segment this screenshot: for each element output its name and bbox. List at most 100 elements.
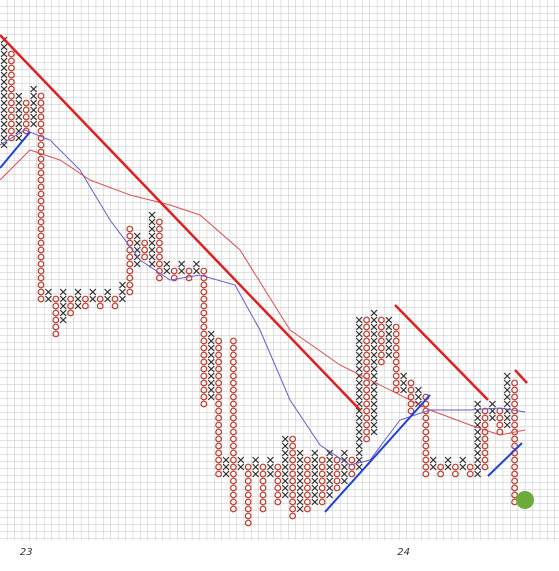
o-box <box>7 50 15 58</box>
x-box <box>15 99 23 107</box>
o-box <box>422 463 430 471</box>
x-box <box>489 400 496 408</box>
o-box <box>229 337 237 345</box>
o-box <box>481 449 489 457</box>
o-box <box>274 498 282 506</box>
o-box <box>37 92 45 100</box>
o-box <box>37 141 45 149</box>
o-box <box>274 491 282 499</box>
x-box <box>444 463 452 471</box>
x-box <box>0 113 8 121</box>
resistance-line <box>514 369 528 384</box>
o-box <box>244 477 252 485</box>
o-box <box>52 330 60 338</box>
o-box <box>289 491 297 499</box>
o-box <box>289 442 297 450</box>
x-box <box>474 435 481 443</box>
pnf-column <box>89 288 97 303</box>
x-box <box>355 351 363 359</box>
o-box <box>37 162 45 170</box>
x-box <box>296 477 304 485</box>
x-box <box>59 288 67 296</box>
x-box <box>207 344 215 352</box>
o-box <box>22 113 30 121</box>
pnf-column <box>459 456 467 471</box>
o-box <box>126 288 134 296</box>
o-box <box>378 358 385 366</box>
o-box <box>289 456 297 464</box>
x-box <box>237 463 245 471</box>
o-box <box>155 274 163 282</box>
x-box <box>207 351 215 359</box>
o-box <box>229 414 237 422</box>
o-box <box>333 477 341 485</box>
o-box <box>200 344 208 352</box>
x-box <box>355 365 363 373</box>
o-box <box>52 295 60 303</box>
o-box <box>229 484 237 492</box>
o-box <box>437 470 445 478</box>
o-box <box>37 267 45 275</box>
x-box <box>74 302 82 310</box>
o-box <box>511 477 518 485</box>
o-box <box>407 386 415 394</box>
x-box <box>74 288 82 296</box>
x-box <box>385 337 393 345</box>
x-box <box>148 225 156 233</box>
x-box <box>355 428 363 436</box>
o-box <box>37 204 45 212</box>
o-box <box>452 463 459 471</box>
o-box <box>7 92 15 100</box>
x-box <box>370 421 378 429</box>
x-box <box>296 449 304 457</box>
x-box <box>355 407 363 415</box>
x-box <box>355 463 363 471</box>
x-box <box>281 484 289 492</box>
x-box <box>148 253 156 261</box>
o-box <box>348 456 356 464</box>
o-box <box>363 316 371 324</box>
o-box <box>229 379 237 387</box>
o-box <box>229 505 237 513</box>
pnf-column <box>7 50 15 142</box>
o-box <box>318 463 326 471</box>
o-box <box>200 316 208 324</box>
x-box <box>503 400 511 408</box>
o-box <box>37 197 45 205</box>
x-box <box>311 449 319 457</box>
o-box <box>481 421 489 429</box>
o-box <box>333 470 341 478</box>
x-box <box>296 498 304 506</box>
x-box <box>311 470 319 478</box>
o-box <box>378 337 385 345</box>
o-box <box>185 267 193 275</box>
pnf-column <box>378 316 385 366</box>
x-box <box>370 365 378 373</box>
x-box <box>355 316 363 324</box>
x-box <box>267 456 274 464</box>
pnf-column <box>67 295 74 317</box>
x-box <box>0 99 8 107</box>
o-box <box>81 295 89 303</box>
x-box <box>207 393 215 401</box>
o-box <box>37 246 45 254</box>
o-box <box>37 253 45 261</box>
x-box <box>474 456 481 464</box>
resistance-line <box>394 304 489 401</box>
pnf-column <box>296 449 304 513</box>
pnf-column <box>30 85 37 128</box>
x-box <box>296 484 304 492</box>
x-box <box>311 463 319 471</box>
x-box <box>193 260 200 268</box>
pnf-column <box>22 99 30 135</box>
x-box <box>74 295 82 303</box>
x-box <box>148 218 156 226</box>
x-box <box>0 43 8 51</box>
o-box <box>363 379 371 387</box>
x-box <box>489 414 496 422</box>
o-box <box>37 113 45 121</box>
o-box <box>52 309 60 317</box>
x-box <box>370 351 378 359</box>
o-box <box>37 239 45 247</box>
o-box <box>200 393 208 401</box>
